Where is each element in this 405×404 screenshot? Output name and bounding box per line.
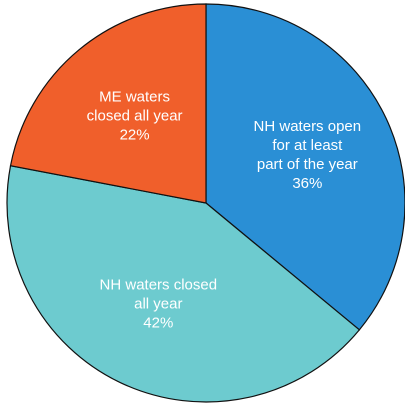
slice-label: for at least [272, 137, 343, 154]
pie-slice [205, 3, 405, 331]
slice-label: part of the year [257, 156, 358, 173]
pie-slice [9, 3, 207, 204]
slice-label: NH waters open [254, 118, 362, 135]
value-label: 22% [120, 127, 150, 144]
pie-slice [6, 165, 361, 403]
value-label: 42% [143, 314, 173, 331]
slice-label: ME waters [99, 89, 170, 106]
slice-label: all year [134, 295, 182, 312]
slice-label: closed all year [87, 108, 183, 125]
slice-label: NH waters closed [100, 276, 218, 293]
value-label: 36% [292, 175, 322, 192]
